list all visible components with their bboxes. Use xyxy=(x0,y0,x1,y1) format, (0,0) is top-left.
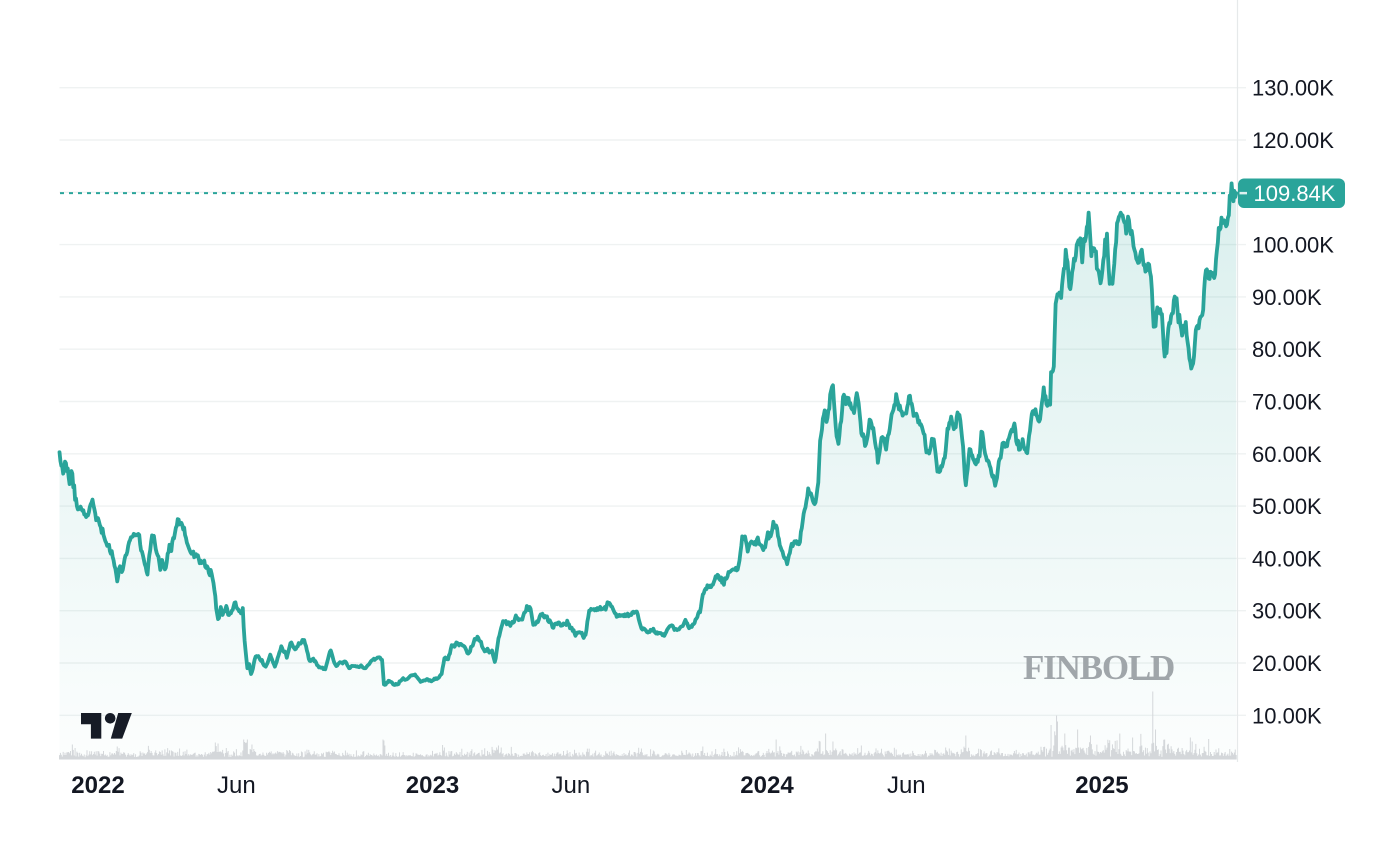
svg-text:60.00K: 60.00K xyxy=(1252,442,1322,467)
svg-text:100.00K: 100.00K xyxy=(1252,233,1334,258)
svg-text:50.00K: 50.00K xyxy=(1252,494,1322,519)
svg-text:Jun: Jun xyxy=(887,772,926,799)
svg-text:2024: 2024 xyxy=(740,772,794,799)
svg-text:2023: 2023 xyxy=(406,772,459,799)
svg-text:FINBOLD: FINBOLD xyxy=(1023,648,1174,687)
svg-text:40.00K: 40.00K xyxy=(1252,546,1322,571)
svg-text:80.00K: 80.00K xyxy=(1252,337,1322,362)
svg-text:Jun: Jun xyxy=(217,772,256,799)
svg-text:Jun: Jun xyxy=(552,772,591,799)
svg-text:90.00K: 90.00K xyxy=(1252,285,1322,310)
svg-text:20.00K: 20.00K xyxy=(1252,651,1322,676)
svg-text:70.00K: 70.00K xyxy=(1252,390,1322,415)
svg-text:2022: 2022 xyxy=(71,772,124,799)
svg-text:30.00K: 30.00K xyxy=(1252,599,1322,624)
svg-text:109.84K: 109.84K xyxy=(1254,181,1336,206)
svg-text:130.00K: 130.00K xyxy=(1252,76,1334,101)
svg-text:2025: 2025 xyxy=(1075,772,1128,799)
svg-text:120.00K: 120.00K xyxy=(1252,128,1334,153)
svg-text:10.00K: 10.00K xyxy=(1252,703,1322,728)
